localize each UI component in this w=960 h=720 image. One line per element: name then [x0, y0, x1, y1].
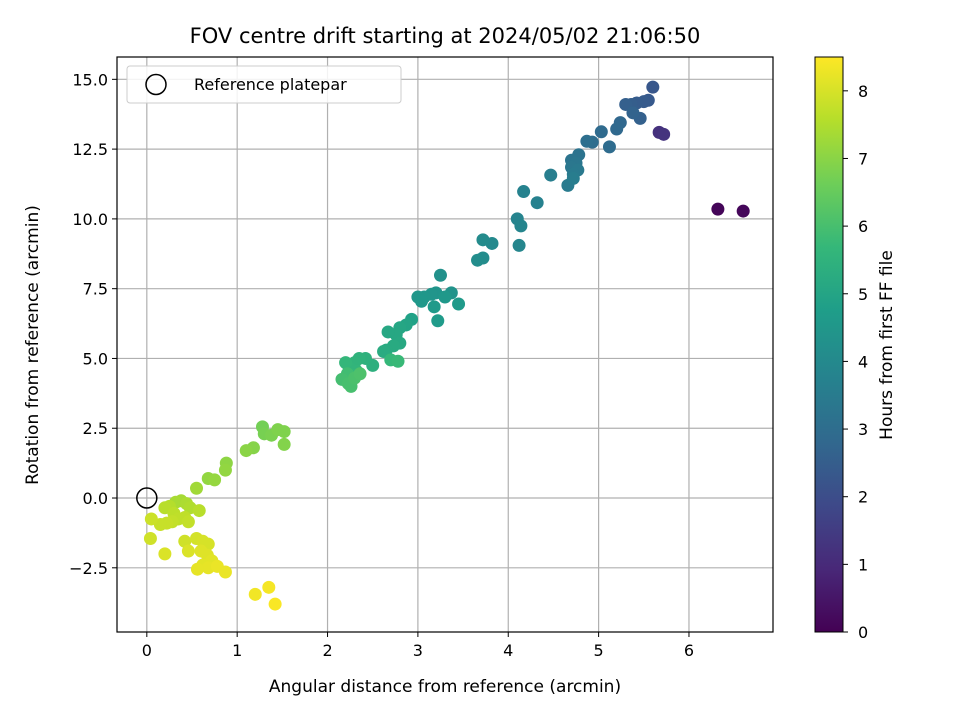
data-point [544, 168, 558, 182]
data-point [268, 597, 282, 611]
colorbar-ticks: 0 1 2 3 4 5 6 7 8 [843, 82, 868, 642]
data-point [181, 544, 195, 558]
legend-box [126, 65, 402, 104]
data-point [218, 463, 232, 477]
data-point [602, 140, 616, 154]
x-tick-label: 1 [232, 641, 242, 660]
legend-marker-circle [145, 73, 167, 96]
x-tick-label: 6 [684, 641, 694, 660]
x-tick-label: 0 [142, 641, 152, 660]
data-point [433, 268, 447, 282]
grid-lines [117, 57, 773, 632]
x-tick-label: 4 [503, 641, 513, 660]
colorbar-label: Hours from first FF file [877, 250, 897, 440]
y-tick-label: 2.5 [83, 419, 108, 438]
colorbar-tick-label: 2 [858, 488, 868, 507]
data-point [438, 290, 452, 304]
data-point [277, 425, 291, 439]
colorbar [814, 56, 844, 633]
reference-marker-group [136, 487, 158, 509]
colorbar-tick-label: 7 [858, 149, 868, 168]
data-point [178, 534, 192, 548]
x-tick-label: 5 [594, 641, 604, 660]
y-tick-label: 12.5 [72, 140, 108, 159]
data-point [262, 580, 276, 594]
data-point [391, 354, 405, 368]
y-axis-ticks: −2.5 0.0 2.5 5.0 7.5 10.0 12.5 15.0 [69, 70, 117, 578]
data-point [626, 106, 640, 120]
x-tick-label: 3 [413, 641, 423, 660]
data-point [190, 481, 204, 495]
plot-frame [116, 56, 774, 633]
y-tick-label: 7.5 [83, 280, 108, 299]
data-point [514, 219, 528, 233]
data-point [610, 122, 624, 136]
data-point [381, 325, 395, 339]
data-point [353, 367, 367, 381]
data-point [580, 134, 594, 148]
data-point [512, 238, 526, 252]
data-point [248, 587, 262, 601]
colorbar-tick-label: 5 [858, 285, 868, 304]
data-point [415, 294, 429, 308]
data-point [657, 127, 671, 141]
data-point [566, 171, 580, 185]
data-point [181, 515, 195, 529]
colorbar-tick-label: 3 [858, 420, 868, 439]
data-point [427, 300, 441, 314]
y-tick-label: 15.0 [72, 70, 108, 89]
data-point [736, 204, 750, 218]
data-point [517, 185, 531, 199]
x-axis-label: Angular distance from reference (arcmin) [269, 677, 621, 697]
data-point [711, 202, 725, 216]
data-point [239, 444, 253, 458]
data-point [277, 437, 291, 451]
legend: Reference platepar [126, 65, 402, 104]
y-tick-label: 0.0 [83, 489, 108, 508]
colorbar-tick-label: 4 [858, 352, 868, 371]
legend-entry-reference: Reference platepar [194, 75, 347, 94]
data-point [594, 125, 608, 139]
data-point [208, 473, 222, 487]
colorbar-tick-label: 1 [858, 555, 868, 574]
y-tick-label: 5.0 [83, 349, 108, 368]
data-point [143, 531, 157, 545]
data-point [192, 504, 206, 518]
y-axis-label: Rotation from reference (arcmin) [23, 205, 43, 485]
x-tick-label: 2 [322, 641, 332, 660]
data-point [476, 233, 490, 247]
chart-title: FOV centre drift starting at 2024/05/02 … [190, 24, 701, 48]
y-tick-label: −2.5 [69, 559, 108, 578]
data-point [158, 547, 172, 561]
colorbar-tick-label: 6 [858, 217, 868, 236]
data-point [218, 565, 232, 579]
data-point [471, 253, 485, 267]
data-point [144, 512, 158, 526]
colorbar-tick-label: 8 [858, 82, 868, 101]
y-tick-label: 10.0 [72, 210, 108, 229]
x-axis-ticks: 0 1 2 3 4 5 6 [142, 632, 694, 660]
data-point [190, 562, 204, 576]
data-point [646, 80, 660, 94]
colorbar-tick-label: 0 [858, 623, 868, 642]
data-point [530, 196, 544, 210]
data-points [143, 80, 750, 611]
reference-platepar-marker [136, 487, 158, 509]
data-point [452, 297, 466, 311]
data-point [431, 314, 445, 328]
data-point [339, 356, 353, 370]
